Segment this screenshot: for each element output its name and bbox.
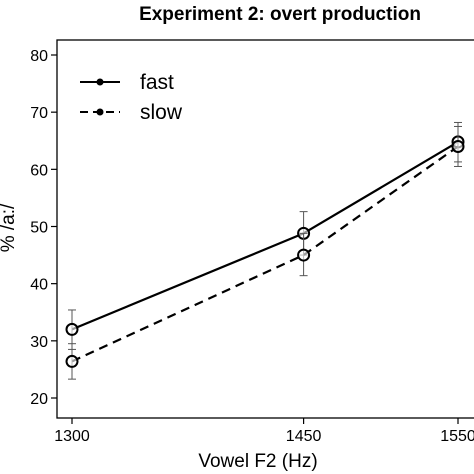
x-tick-label-1450: 1450 [286, 428, 322, 445]
chart-title: Experiment 2: overt production [139, 4, 421, 25]
series-fast [65, 121, 465, 350]
x-tick-label-1550: 1550 [440, 428, 474, 445]
y-tick-label-80: 80 [30, 48, 48, 65]
x-axis-label: Vowel F2 (Hz) [198, 451, 317, 472]
y-tick-label-30: 30 [30, 334, 48, 351]
x-tick-label-1300: 1300 [54, 428, 90, 445]
series-slow [65, 125, 465, 380]
data-point-slow-1300 [65, 354, 79, 368]
x-axis: 1300 1450 1550 [54, 418, 474, 445]
y-axis-label: % /a:/ [0, 203, 19, 252]
plot-frame [56, 39, 474, 419]
y-axis: 20 30 40 50 60 70 80 [30, 48, 57, 408]
legend: fast slow [80, 71, 183, 124]
legend-label-fast: fast [140, 71, 174, 94]
legend-item-fast: fast [80, 71, 174, 94]
y-tick-label-60: 60 [30, 162, 48, 179]
data-point-fast-1300 [65, 322, 79, 336]
legend-label-slow: slow [140, 101, 183, 124]
legend-marker-slow [96, 108, 104, 116]
y-tick-label-20: 20 [30, 391, 48, 408]
y-tick-label-50: 50 [30, 220, 48, 237]
series-line-fast [71, 140, 459, 331]
legend-item-slow: slow [80, 101, 183, 124]
data-point-slow-1550 [451, 139, 465, 153]
series-layer [65, 121, 465, 380]
legend-marker-fast [96, 78, 104, 86]
y-tick-label-70: 70 [30, 105, 48, 122]
data-point-slow-1450 [297, 248, 311, 262]
y-tick-label-40: 40 [30, 277, 48, 294]
series-line-slow [71, 145, 459, 363]
